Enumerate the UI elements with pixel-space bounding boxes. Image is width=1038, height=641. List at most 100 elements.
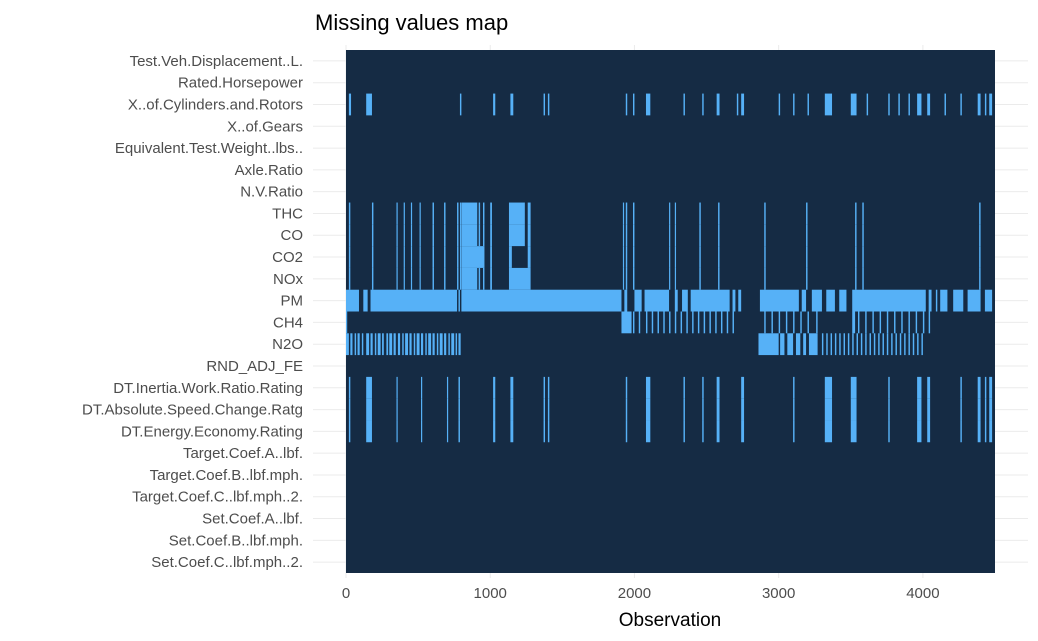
missing-value-segment <box>624 289 628 312</box>
x-tick-label: 0 <box>342 585 350 602</box>
missing-value-segment <box>625 202 628 225</box>
missing-value-segment <box>984 93 987 116</box>
missing-value-segment <box>984 398 987 421</box>
missing-value-segment <box>908 333 910 356</box>
missing-value-segment <box>461 202 478 225</box>
missing-value-segment <box>793 420 795 443</box>
missing-value-segment <box>451 333 455 356</box>
missing-value-segment <box>979 202 981 225</box>
missing-value-segment <box>444 333 447 356</box>
missing-value-segment <box>371 224 374 247</box>
missing-value-segment <box>490 246 492 268</box>
missing-value-segment <box>413 333 416 356</box>
missing-value-segment <box>886 311 889 334</box>
missing-value-segment <box>396 202 398 225</box>
missing-value-segment <box>346 289 359 312</box>
missing-value-segment <box>758 333 779 356</box>
missing-value-segment <box>787 333 794 356</box>
missing-value-segment <box>800 311 802 334</box>
missing-value-segment <box>527 202 531 225</box>
y-axis-label: Test.Veh.Displacement..L. <box>130 53 303 70</box>
missing-value-segment <box>348 376 351 399</box>
missing-value-segment <box>862 267 864 290</box>
missing-value-segment <box>410 202 413 225</box>
missing-value-segment <box>371 267 374 290</box>
missing-value-segment <box>448 333 450 356</box>
missing-value-segment <box>645 311 648 334</box>
missing-value-segment <box>483 224 485 247</box>
missing-value-segment <box>834 333 837 356</box>
missing-value-segment <box>886 333 889 356</box>
missing-value-segment <box>759 289 799 312</box>
missing-value-segment <box>457 246 459 268</box>
missing-value-segment <box>397 333 401 356</box>
missing-value-segment <box>543 93 546 116</box>
y-axis-label: Set.Coef.B..lbf.mph. <box>169 532 303 549</box>
missing-value-segment <box>899 333 902 356</box>
missing-value-segment <box>888 398 890 421</box>
missing-value-segment <box>984 289 993 312</box>
missing-value-segment <box>508 267 531 290</box>
x-tick-label: 4000 <box>906 585 939 602</box>
missing-value-segment <box>633 224 635 247</box>
missing-value-segment <box>350 333 353 356</box>
missing-value-segment <box>927 93 931 116</box>
missing-value-segment <box>674 202 677 225</box>
missing-value-segment <box>908 93 910 116</box>
missing-value-segment <box>785 311 788 334</box>
missing-value-segment <box>862 224 864 247</box>
y-axis-label: X..of.Gears <box>227 118 303 135</box>
missing-value-segment <box>419 224 421 247</box>
missing-value-segment <box>732 311 734 334</box>
missing-value-segment <box>879 311 882 334</box>
missing-value-segment <box>633 311 635 334</box>
missing-value-segment <box>371 202 374 225</box>
missing-value-segment <box>348 224 351 247</box>
y-axis-label: Axle.Ratio <box>235 162 303 179</box>
missing-value-segment <box>674 267 677 290</box>
missing-value-segment <box>683 420 685 443</box>
missing-value-segment <box>716 398 720 421</box>
missing-value-segment <box>873 333 876 356</box>
missing-value-segment <box>960 376 962 399</box>
missing-value-segment <box>669 267 671 290</box>
missing-value-segment <box>493 93 496 116</box>
missing-value-segment <box>795 333 801 356</box>
missing-value-segment <box>895 333 897 356</box>
missing-value-segment <box>807 93 809 116</box>
missing-value-segment <box>348 246 351 268</box>
missing-value-segment <box>793 376 795 399</box>
missing-value-segment <box>493 376 496 399</box>
missing-value-segment <box>458 398 460 421</box>
missing-value-segment <box>977 420 981 443</box>
y-axis-label: Target.Coef.C..lbf.mph..2. <box>132 489 303 506</box>
missing-value-segment <box>912 333 915 356</box>
missing-value-segment <box>357 333 360 356</box>
missing-value-segment <box>478 202 481 225</box>
missing-value-segment <box>917 398 922 421</box>
missing-value-segment <box>702 420 704 443</box>
x-tick-label: 3000 <box>762 585 795 602</box>
missing-value-segment <box>915 311 918 334</box>
y-axis-label: N2O <box>272 336 303 353</box>
missing-value-segment <box>807 311 809 334</box>
missing-value-segment <box>622 202 625 225</box>
missing-value-segment <box>371 246 374 268</box>
missing-value-segment <box>682 289 688 312</box>
missing-value-segment <box>644 289 670 312</box>
missing-value-segment <box>622 224 625 247</box>
missing-value-segment <box>741 93 745 116</box>
missing-value-segment <box>633 267 635 290</box>
missing-value-segment <box>989 420 993 443</box>
missing-value-segment <box>633 93 635 116</box>
missing-value-segment <box>428 333 432 356</box>
missing-value-segment <box>674 224 677 247</box>
missing-value-segment <box>935 289 938 312</box>
missing-value-segment <box>878 333 880 356</box>
missing-value-segment <box>625 420 628 443</box>
missing-value-segment <box>806 267 808 290</box>
missing-value-segment <box>738 289 742 312</box>
missing-value-segment <box>944 93 946 116</box>
y-axis-label: Rated.Horsepower <box>178 75 303 92</box>
missing-value-segment <box>726 311 729 334</box>
